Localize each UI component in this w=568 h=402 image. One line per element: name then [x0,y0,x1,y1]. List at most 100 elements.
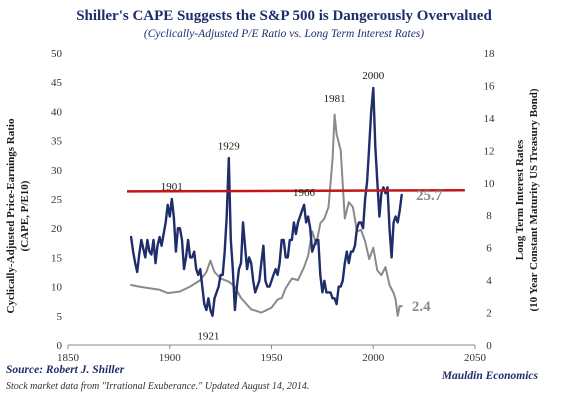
x-tick-label: 1850 [57,352,80,364]
cape-data-point [201,286,203,288]
right-y-tick-label: 6 [486,243,492,255]
cape-data-point [173,215,175,218]
cape-data-point [215,291,218,294]
value-label: 2.4 [412,299,431,315]
cape-data-point [258,280,260,282]
cape-data-point [217,286,220,288]
interest-rate-data-point [384,266,387,268]
cape-data-point [222,274,224,276]
cape-data-point [146,239,148,241]
interest-rate-data-point [297,279,299,281]
cape-data-point [291,239,293,241]
cape-data-point [348,262,350,264]
cape-data-point [321,291,323,294]
cape-data-point [315,239,317,241]
interest-rate-data-point [277,298,279,301]
year-annotation: 1921 [197,330,219,342]
cape-data-point [177,227,179,229]
left-y-tick-label: 35 [51,136,63,148]
chart-title: Shiller's CAPE Suggests the S&P 500 is D… [76,8,492,24]
cape-data-point [234,309,236,311]
cape-data-point [203,303,205,305]
cape-data-point [250,262,252,264]
right-y-axis-label-part2: (10 Year Constant Maturity US Treasury B… [528,88,540,311]
cape-data-point [270,280,273,282]
cape-data-point [289,239,291,241]
cape-data-point [262,245,264,247]
cape-data-point [264,280,266,282]
cape-data-point [224,250,226,253]
cape-data-point [277,274,279,276]
right-y-tick-label: 0 [486,340,492,352]
left-y-tick-label: 15 [51,252,63,264]
cape-data-point [163,233,165,235]
interest-rate-data-point [311,230,313,233]
cape-data-point [323,280,326,282]
interest-rate-data-point [179,290,181,293]
interest-rate-data-point [360,229,362,231]
interest-rate-data-point [327,206,330,208]
cape-data-point [213,297,216,299]
footer-note: Stock market data from "Irrational Exube… [6,381,309,392]
cape-data-point [195,268,197,270]
left-y-tick-label: 40 [51,106,63,118]
right-y-tick-label: 4 [486,275,492,287]
cape-data-point [305,221,307,223]
cape-data-point [268,286,271,288]
cape-data-point [376,180,378,183]
interest-rate-data-point [291,277,293,280]
interest-rate-data-point [303,266,305,268]
cape-data-point [226,215,228,218]
cape-data-point [244,245,246,247]
cape-data-point [191,256,193,258]
year-annotation: 1966 [293,187,316,199]
cape-data-point [165,221,167,223]
year-annotation: 1981 [324,93,346,105]
cape-data-point [197,274,199,276]
cape-data-point [327,291,330,294]
interest-rate-data-point [240,297,242,299]
cape-data-point [256,286,258,288]
cape-data-point [240,262,242,264]
cape-data-point [242,221,244,223]
cape-data-point [340,286,342,288]
cape-data-point [150,253,153,256]
right-y-tick-label: 10 [484,178,496,190]
cape-data-point [228,157,230,159]
cape-data-point [397,221,399,223]
left-y-tick-labels: 0 5 10 15 20 25 30 35 40 45 50 [51,48,63,352]
cape-data-point [358,221,360,223]
interest-rate-data-point [340,149,342,151]
interest-rate-data-point [130,284,132,286]
cape-data-point [209,309,212,311]
cape-data-point [220,274,222,276]
cape-data-point [336,303,338,305]
cape-data-point [205,309,207,311]
interest-rate-data-point [281,297,283,299]
interest-rate-data-point [348,201,350,203]
cape-data-point [354,245,356,247]
cape-data-point [281,239,283,241]
series-layer [129,86,403,317]
cape-data-point [370,110,372,112]
right-y-axis-label-line1: Long Term Interest Rates [514,139,526,260]
left-y-tick-label: 50 [51,48,63,60]
interest-rate-data-point [331,157,334,160]
cape-data-point [238,268,240,270]
interest-rate-data-point [319,222,321,224]
cape-data-point [301,210,303,212]
left-y-axis-label-part2: (CAPE, P/E10) [19,180,31,251]
cape-data-point [366,180,368,183]
interest-rate-data-point [260,311,262,314]
cape-data-point [199,268,201,270]
cape-data-point [390,256,393,258]
cape-data-point [311,250,313,253]
left-y-tick-label: 10 [51,282,63,294]
left-y-tick-label: 20 [51,223,63,235]
cape-data-point [384,192,387,194]
chart-subtitle: (Cyclically-Adjusted P/E Ratio vs. Long … [144,28,424,40]
left-y-tick-label: 25 [51,194,63,206]
interest-rate-data-point [250,308,252,310]
interest-rate-data-point [395,298,397,301]
cape-data-point [142,248,144,250]
